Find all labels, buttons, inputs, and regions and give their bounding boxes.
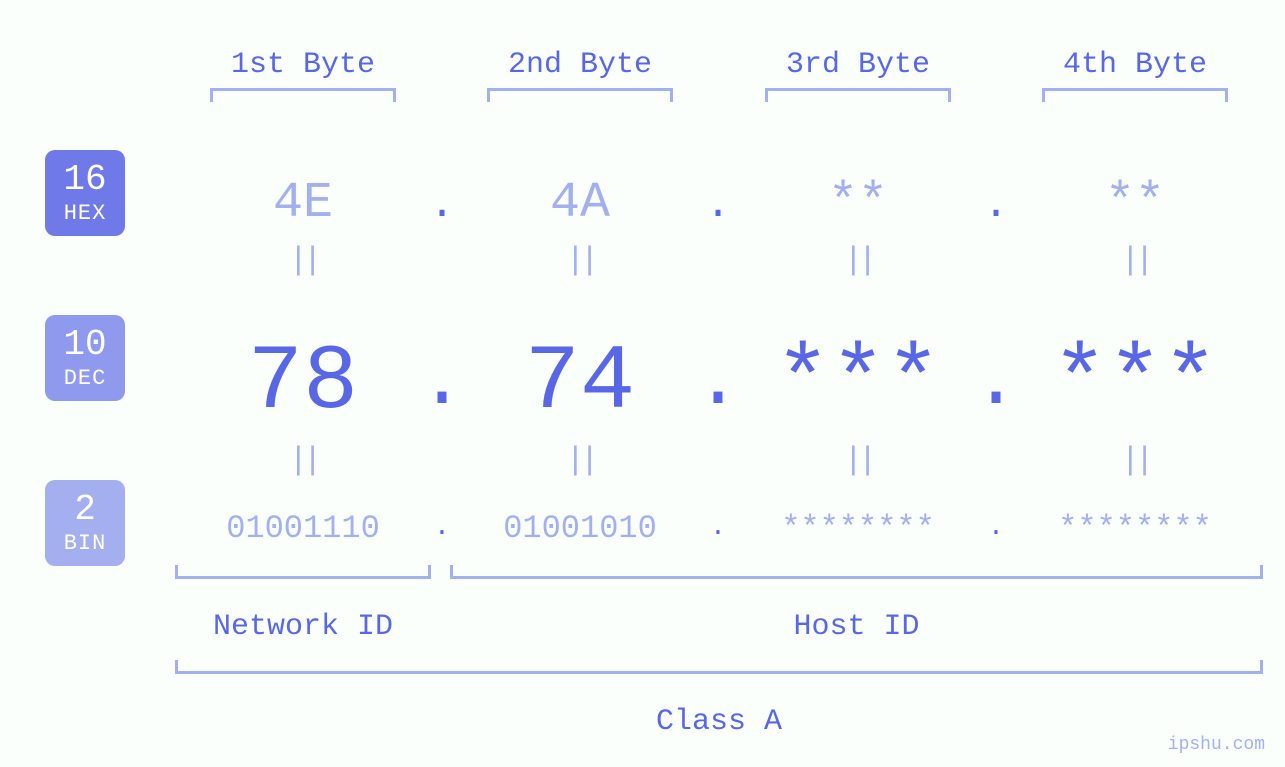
top-bracket-1 bbox=[210, 88, 396, 102]
bin-dot-3: . bbox=[971, 513, 1021, 543]
eq2-1: || bbox=[273, 442, 333, 479]
host-label: Host ID bbox=[450, 610, 1263, 644]
dec-byte-2: 74 bbox=[450, 330, 710, 435]
badge-dec-label: DEC bbox=[64, 367, 107, 391]
byte-header-1: 1st Byte bbox=[173, 48, 433, 82]
dec-byte-4: *** bbox=[1005, 330, 1265, 435]
badge-hex-num: 16 bbox=[63, 160, 106, 200]
top-bracket-2 bbox=[487, 88, 673, 102]
hex-byte-4: ** bbox=[1005, 175, 1265, 232]
top-bracket-3 bbox=[765, 88, 951, 102]
eq1-2: || bbox=[550, 242, 610, 279]
dec-byte-3: *** bbox=[728, 330, 988, 435]
badge-bin: 2 BIN bbox=[45, 480, 125, 566]
watermark: ipshu.com bbox=[1168, 735, 1265, 755]
bin-dot-2: . bbox=[693, 513, 743, 543]
hex-dot-2: . bbox=[693, 180, 743, 229]
hex-byte-2: 4A bbox=[450, 175, 710, 232]
eq1-3: || bbox=[828, 242, 888, 279]
eq2-2: || bbox=[550, 442, 610, 479]
class-bracket bbox=[175, 660, 1263, 674]
badge-dec: 10 DEC bbox=[45, 315, 125, 401]
bin-byte-1: 01001110 bbox=[173, 510, 433, 547]
eq1-4: || bbox=[1105, 242, 1165, 279]
hex-byte-1: 4E bbox=[173, 175, 433, 232]
network-bracket bbox=[175, 565, 431, 579]
byte-header-3: 3rd Byte bbox=[728, 48, 988, 82]
dec-dot-3: . bbox=[971, 339, 1021, 427]
hex-dot-1: . bbox=[417, 180, 467, 229]
bin-byte-3: ******** bbox=[728, 510, 988, 547]
hex-byte-3: ** bbox=[728, 175, 988, 232]
eq2-3: || bbox=[828, 442, 888, 479]
bin-byte-2: 01001010 bbox=[450, 510, 710, 547]
badge-bin-label: BIN bbox=[64, 532, 107, 556]
eq2-4: || bbox=[1105, 442, 1165, 479]
dec-byte-1: 78 bbox=[173, 330, 433, 435]
host-bracket bbox=[450, 565, 1263, 579]
bin-byte-4: ******** bbox=[1005, 510, 1265, 547]
eq1-1: || bbox=[273, 242, 333, 279]
network-label: Network ID bbox=[175, 610, 431, 644]
badge-hex-label: HEX bbox=[64, 202, 107, 226]
badge-bin-num: 2 bbox=[74, 490, 96, 530]
dec-dot-2: . bbox=[693, 339, 743, 427]
class-label: Class A bbox=[175, 705, 1263, 739]
byte-header-4: 4th Byte bbox=[1005, 48, 1265, 82]
badge-hex: 16 HEX bbox=[45, 150, 125, 236]
bin-dot-1: . bbox=[417, 513, 467, 543]
top-bracket-4 bbox=[1042, 88, 1228, 102]
dec-dot-1: . bbox=[417, 339, 467, 427]
hex-dot-3: . bbox=[971, 180, 1021, 229]
badge-dec-num: 10 bbox=[63, 325, 106, 365]
byte-header-2: 2nd Byte bbox=[450, 48, 710, 82]
